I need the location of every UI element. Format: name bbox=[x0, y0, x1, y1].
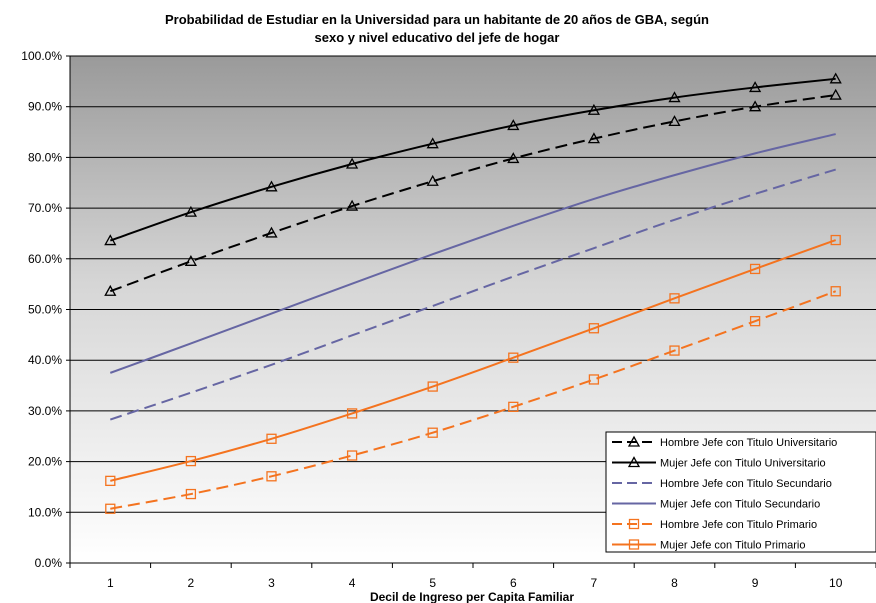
series-line bbox=[109, 94, 836, 293]
data-point bbox=[830, 234, 841, 246]
y-tick-label: 70.0% bbox=[28, 201, 62, 215]
data-point bbox=[669, 345, 680, 356]
data-point bbox=[829, 88, 842, 100]
data-point bbox=[830, 286, 841, 297]
data-point bbox=[427, 427, 438, 438]
x-tick-label: 10 bbox=[829, 576, 843, 590]
data-point bbox=[829, 72, 842, 84]
y-tick-label: 20.0% bbox=[28, 455, 62, 469]
legend-item: Mujer Jefe con Titulo Primario bbox=[612, 539, 806, 552]
legend-marker bbox=[628, 518, 640, 530]
series-2 bbox=[104, 72, 842, 246]
series-line bbox=[110, 239, 837, 482]
legend-item: Mujer Jefe con Titulo Universitario bbox=[612, 456, 826, 470]
data-point bbox=[265, 226, 278, 238]
series-5 bbox=[105, 286, 841, 514]
data-point bbox=[426, 137, 439, 149]
data-point bbox=[266, 433, 277, 444]
data-point bbox=[105, 475, 116, 487]
series-1 bbox=[104, 88, 842, 296]
data-point bbox=[588, 323, 600, 334]
data-point bbox=[508, 401, 519, 412]
series-line bbox=[109, 77, 836, 242]
y-tick-label: 40.0% bbox=[28, 353, 62, 367]
x-tick-label: 4 bbox=[349, 576, 356, 590]
data-point bbox=[587, 132, 601, 144]
data-point bbox=[104, 284, 117, 296]
data-point bbox=[748, 100, 762, 112]
series-line bbox=[109, 133, 836, 374]
y-tick-label: 10.0% bbox=[28, 505, 62, 519]
data-point bbox=[104, 234, 117, 246]
legend-marker bbox=[628, 539, 640, 550]
series-group bbox=[104, 72, 842, 514]
data-point bbox=[185, 455, 197, 467]
y-tick-label: 60.0% bbox=[28, 252, 62, 266]
data-point bbox=[185, 488, 197, 500]
legend-item: Hombre Jefe con Titulo Secundario bbox=[612, 478, 832, 490]
axes: 0.0% 10.0% 20.0% 30.0% 40.0% 50.0% 60.0% 70.0% 8… bbox=[21, 49, 876, 590]
x-tick-label: 1 bbox=[107, 576, 114, 590]
legend-label: Hombre Jefe con Titulo Secundario bbox=[660, 478, 832, 490]
x-tick-label: 9 bbox=[752, 576, 759, 590]
data-point bbox=[345, 157, 359, 169]
legend-label: Mujer Jefe con Titulo Universitario bbox=[660, 458, 826, 470]
data-point bbox=[184, 205, 198, 217]
data-point bbox=[345, 199, 359, 211]
data-point bbox=[749, 263, 761, 275]
data-point bbox=[508, 352, 519, 363]
legend-marker bbox=[627, 435, 641, 447]
x-tick-label: 5 bbox=[429, 576, 436, 590]
series-line bbox=[109, 168, 836, 421]
legend-item: Hombre Jefe con Titulo Primario bbox=[612, 518, 817, 531]
y-tick-label: 90.0% bbox=[28, 100, 62, 114]
x-tick-label: 3 bbox=[268, 576, 275, 590]
chart-title-line-1: Probabilidad de Estudiar en la Universid… bbox=[165, 12, 709, 27]
series-6 bbox=[105, 234, 841, 487]
data-point bbox=[346, 450, 358, 461]
legend-label: Mujer Jefe con Titulo Primario bbox=[660, 540, 806, 552]
x-tick-label: 8 bbox=[671, 576, 678, 590]
legend-marker bbox=[627, 456, 641, 468]
data-point bbox=[668, 91, 681, 103]
data-point bbox=[587, 103, 601, 115]
data-point bbox=[427, 381, 438, 392]
x-tick-label: 7 bbox=[591, 576, 598, 590]
y-tick-label: 0.0% bbox=[35, 556, 63, 570]
data-point bbox=[507, 152, 520, 164]
data-point bbox=[184, 254, 198, 266]
data-point bbox=[669, 293, 680, 304]
legend-box bbox=[605, 431, 876, 553]
x-tick-label: 2 bbox=[188, 576, 195, 590]
legend-item: Mujer Jefe con Titulo Secundario bbox=[612, 499, 820, 511]
chart-title-line-2: sexo y nivel educativo del jefe de hogar bbox=[315, 30, 560, 45]
legend-label: Mujer Jefe con Titulo Secundario bbox=[660, 499, 820, 511]
legend-item: Hombre Jefe con Titulo Universitario bbox=[612, 435, 837, 449]
data-point bbox=[749, 316, 761, 327]
y-tick-label: 30.0% bbox=[28, 404, 62, 418]
data-point bbox=[346, 408, 358, 419]
series-3 bbox=[109, 168, 836, 421]
data-point bbox=[668, 115, 681, 127]
y-tick-label: 50.0% bbox=[28, 303, 62, 317]
legend: Hombre Jefe con Titulo Universitario Muje… bbox=[605, 431, 876, 553]
y-tick-label: 100.0% bbox=[21, 49, 62, 63]
legend-label: Hombre Jefe con Titulo Primario bbox=[660, 519, 817, 531]
data-point bbox=[426, 174, 439, 186]
data-point bbox=[105, 503, 116, 514]
data-point bbox=[748, 81, 762, 93]
data-point bbox=[265, 180, 278, 192]
data-point bbox=[266, 471, 277, 482]
data-point bbox=[588, 374, 600, 385]
legend-label: Hombre Jefe con Titulo Universitario bbox=[660, 437, 837, 449]
y-tick-label: 80.0% bbox=[28, 150, 62, 164]
series-4 bbox=[109, 133, 836, 374]
data-point bbox=[507, 119, 520, 131]
x-axis-title: Decil de Ingreso per Capita Familiar bbox=[370, 590, 574, 603]
x-tick-label: 6 bbox=[510, 576, 517, 590]
